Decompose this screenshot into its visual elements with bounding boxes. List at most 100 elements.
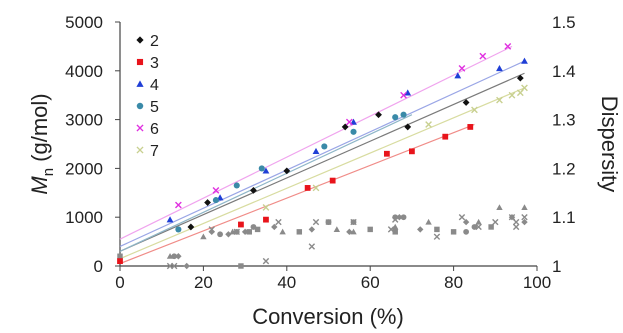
dispersity-point-6 bbox=[208, 226, 215, 233]
mn-point-2 bbox=[204, 199, 211, 206]
fit-line-2 bbox=[119, 72, 525, 252]
legend-marker-6 bbox=[136, 124, 144, 132]
y-tick-label: 2000 bbox=[65, 159, 103, 178]
mn-point-5 bbox=[350, 128, 357, 135]
mn-point-3 bbox=[117, 258, 123, 265]
legend-label: 2 bbox=[150, 33, 159, 50]
y-tick-label: 4000 bbox=[65, 62, 103, 81]
mn-point-2 bbox=[375, 111, 382, 119]
y-tick-label: 1000 bbox=[65, 208, 103, 227]
x-tick-label: 0 bbox=[115, 273, 124, 292]
mn-point-6 bbox=[212, 186, 220, 194]
dispersity-point-4 bbox=[350, 228, 357, 235]
y-axis-title-subscript: n bbox=[40, 168, 57, 176]
dispersity-point-6 bbox=[512, 223, 520, 231]
dispersity-point-3 bbox=[488, 224, 494, 230]
dispersity-point-5 bbox=[325, 219, 332, 225]
mn-point-4 bbox=[454, 72, 462, 79]
dispersity-point-5 bbox=[463, 228, 469, 235]
y-tick-label: 5000 bbox=[65, 13, 103, 32]
dispersity-point-2 bbox=[521, 218, 528, 226]
dispersity-point-3 bbox=[117, 253, 123, 259]
mn-point-2 bbox=[462, 99, 470, 106]
legend-label: 4 bbox=[150, 77, 159, 94]
y2-tick-label: 1.1 bbox=[552, 208, 576, 227]
mn-point-7 bbox=[262, 204, 270, 211]
dispersity-point-2 bbox=[462, 218, 470, 226]
dispersity-point-2 bbox=[396, 214, 403, 221]
legend-label: 5 bbox=[150, 99, 159, 116]
mn-point-4 bbox=[166, 216, 174, 223]
dispersity-point-2 bbox=[271, 223, 278, 231]
mn-point-2 bbox=[283, 167, 291, 175]
mn-point-7 bbox=[471, 106, 478, 114]
mn-point-6 bbox=[479, 52, 487, 60]
dispersity-point-7 bbox=[512, 218, 520, 226]
x-tick-label: 100 bbox=[523, 273, 551, 292]
data-markers bbox=[117, 43, 528, 270]
dispersity-point-7 bbox=[233, 228, 240, 236]
mn-point-6 bbox=[458, 64, 466, 72]
x-tick-label: 40 bbox=[277, 273, 296, 292]
mn-point-2 bbox=[341, 123, 349, 131]
dispersity-point-4 bbox=[425, 218, 432, 225]
mn-point-5 bbox=[212, 197, 219, 204]
mn-point-2 bbox=[187, 223, 195, 231]
dispersity-point-3 bbox=[238, 263, 244, 269]
y2-axis-title: Dispersity bbox=[597, 96, 622, 193]
dispersity-point-6 bbox=[392, 216, 399, 223]
dispersity-point-3 bbox=[450, 229, 457, 235]
dispersity-point-2 bbox=[175, 253, 182, 260]
mn-point-7 bbox=[312, 184, 320, 192]
x-tick-label: 80 bbox=[444, 273, 463, 292]
x-tick-label: 60 bbox=[361, 273, 380, 292]
dispersity-point-5 bbox=[250, 224, 257, 230]
mn-point-7 bbox=[508, 91, 516, 99]
fit-line-6 bbox=[119, 45, 513, 240]
dispersity-point-3 bbox=[367, 226, 373, 233]
dispersity-point-7 bbox=[433, 233, 441, 240]
mn-point-3 bbox=[442, 133, 449, 140]
fit-line-5 bbox=[119, 114, 413, 252]
dispersity-point-4 bbox=[475, 218, 482, 225]
mn-point-2 bbox=[250, 186, 257, 194]
dispersity-point-3 bbox=[434, 226, 440, 233]
dispersity-point-2 bbox=[417, 226, 424, 233]
dispersity-point-5 bbox=[217, 231, 223, 238]
dispersity-point-6 bbox=[492, 218, 499, 226]
dispersity-point-4 bbox=[392, 223, 399, 230]
dispersity-point-3 bbox=[296, 229, 303, 235]
legend-label: 3 bbox=[150, 55, 159, 72]
mn-point-2 bbox=[516, 74, 524, 82]
y-axis-title-unit: (g/mol) bbox=[27, 93, 52, 168]
mn-point-3 bbox=[329, 177, 336, 184]
y2-tick-label: 1.4 bbox=[552, 62, 576, 81]
dispersity-point-6 bbox=[350, 218, 357, 226]
legend-label: 6 bbox=[150, 121, 159, 138]
dispersity-point-7 bbox=[521, 213, 528, 221]
y2-tick-label: 1 bbox=[552, 257, 561, 276]
mn-point-4 bbox=[521, 57, 528, 64]
dispersity-point-3 bbox=[392, 229, 398, 235]
dispersity-point-7 bbox=[475, 223, 482, 231]
legend: 2 3 4 5 6 7 bbox=[136, 33, 159, 160]
dispersity-point-7 bbox=[387, 226, 395, 233]
dispersity-point-6 bbox=[262, 257, 270, 265]
dispersity-point-5 bbox=[171, 253, 178, 260]
x-tick-label: 20 bbox=[194, 273, 213, 292]
dispersity-point-6 bbox=[458, 213, 466, 221]
mn-point-3 bbox=[263, 216, 269, 223]
dispersity-point-4 bbox=[496, 204, 503, 210]
mn-point-5 bbox=[392, 114, 399, 121]
dispersity-point-2 bbox=[225, 231, 232, 238]
y-tick-label: 0 bbox=[94, 257, 103, 276]
fit-line-4 bbox=[119, 60, 525, 248]
mn-point-5 bbox=[400, 111, 407, 118]
dispersity-point-3 bbox=[246, 229, 252, 235]
dispersity-point-4 bbox=[200, 233, 207, 240]
mn-point-6 bbox=[174, 201, 182, 209]
legend-marker-5 bbox=[136, 102, 144, 110]
legend-marker-3 bbox=[136, 58, 144, 66]
y-axis-title: Mn (g/mol) bbox=[27, 93, 57, 194]
